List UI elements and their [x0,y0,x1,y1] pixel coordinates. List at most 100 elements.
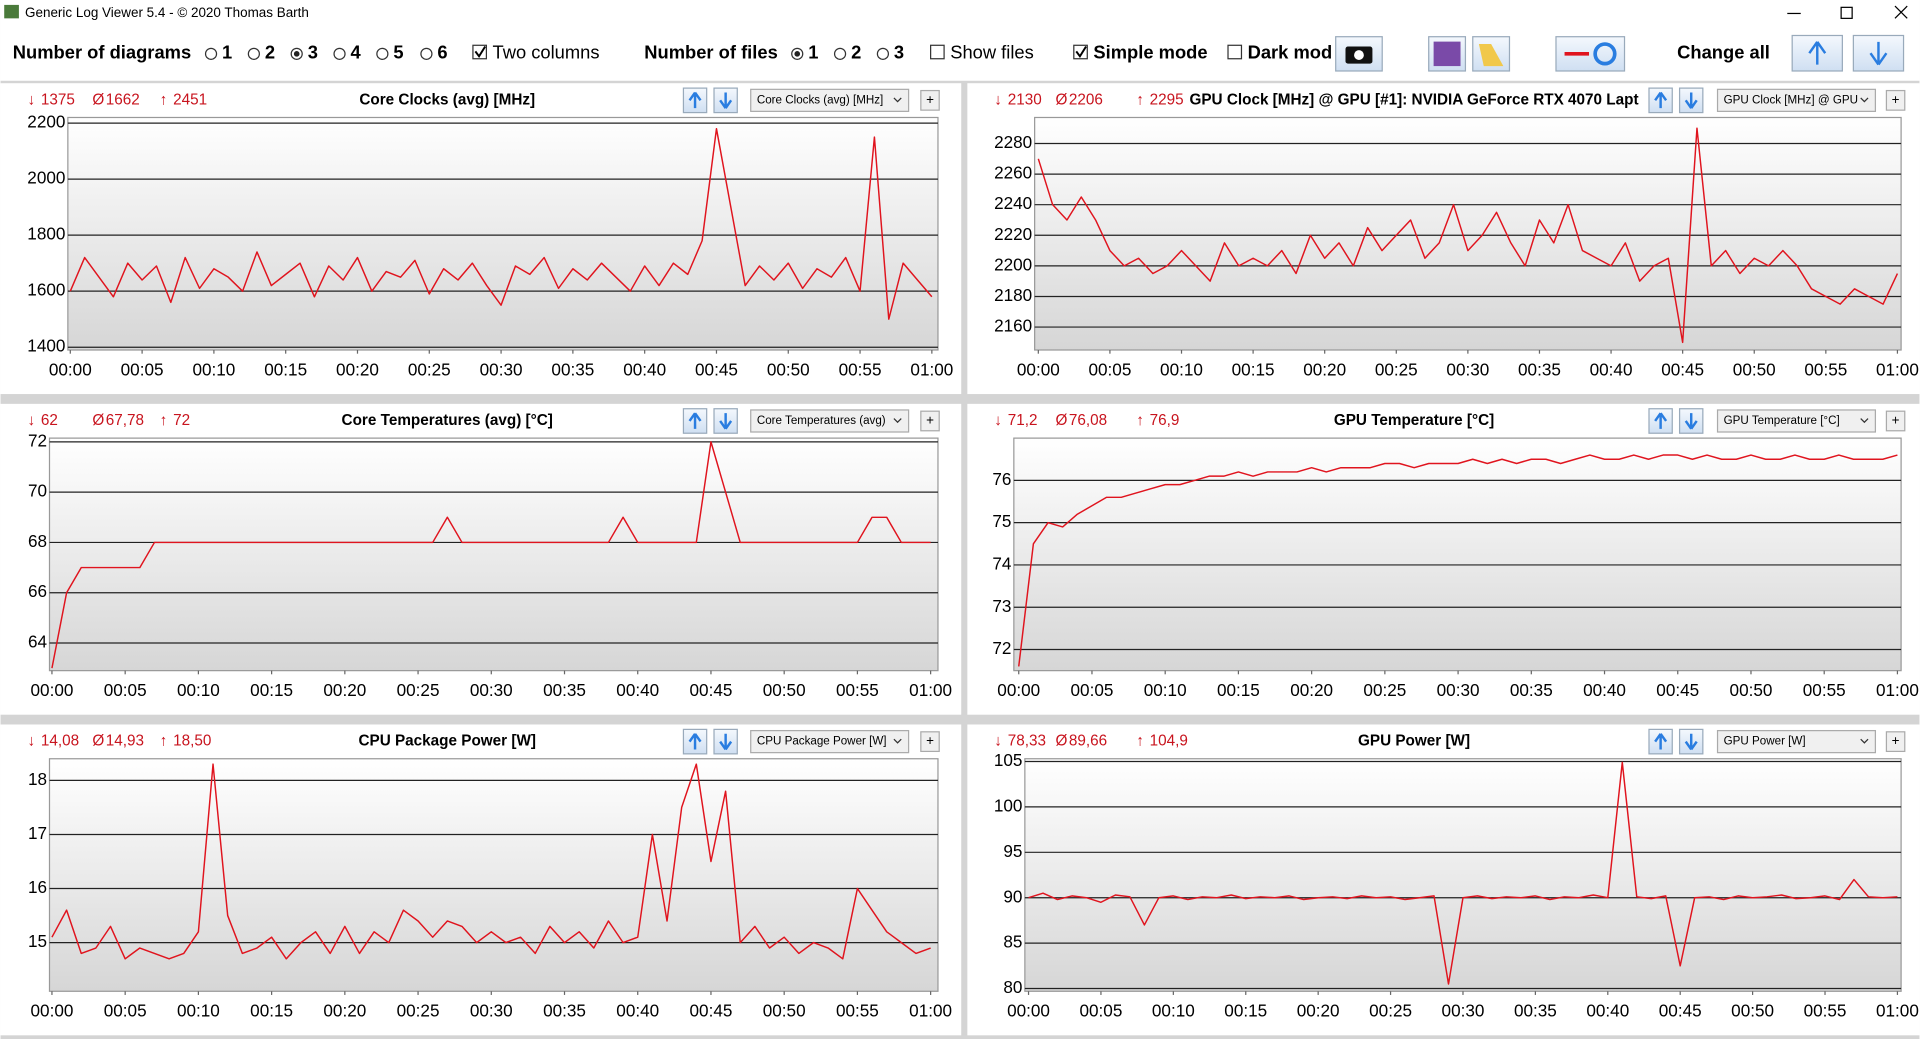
radio-dot [794,51,801,57]
series-layer [69,127,933,320]
save-icon [1433,41,1461,67]
x-tick-label: 00:30 [1437,680,1480,700]
dropdown-arrow [1860,418,1869,424]
add-button[interactable] [1885,410,1906,432]
x-tick-label: 00:10 [192,359,235,379]
radio-button[interactable] [333,47,346,60]
series-dropdown[interactable] [1716,729,1877,754]
y-tick-label: 1600 [27,280,65,300]
x-tick-label: 00:35 [543,680,586,700]
stat-value: 14,08 [41,733,79,750]
x-tick-label: 00:25 [408,359,451,379]
x-tick-label: 00:50 [1733,359,1776,379]
x-tick-label: 00:45 [695,359,738,379]
arrow-icon [1869,41,1888,66]
checkbox[interactable] [1227,44,1243,60]
refresh-icon [1593,42,1617,66]
plot-area [67,116,939,351]
checkbox-label: Two columns [493,42,600,63]
add-button-label: + [926,92,934,107]
close-button[interactable] [1894,5,1908,19]
add-button[interactable] [920,731,940,753]
toolbar: Number of diagrams 1 2 3 4 5 6 Two columns Numbe… [13,34,1905,72]
series-dropdown[interactable] [750,729,910,754]
y-tick-label: 85 [1003,932,1022,952]
restore-button[interactable] [1840,6,1853,19]
x-tick-label: 00:20 [1303,359,1346,379]
charts: ↓ 1375 Ø 1662 ↑ 2451 Core Clocks (avg) [MHz] Co… [0,83,1920,1036]
x-tick-label: 00:15 [250,1001,293,1021]
chart-title: GPU Temperature [°C] [1334,412,1494,429]
stat-value: 67,78 [106,412,144,429]
stat-symbol: Ø [92,733,104,750]
stat-value: 71,2 [1008,412,1038,429]
x-tick-label: 00:00 [31,680,74,700]
x-tick-label: 01:00 [1876,1001,1919,1021]
add-button[interactable] [920,410,940,432]
stat-symbol: ↓ [27,91,35,108]
series-dropdown[interactable] [1716,409,1877,433]
x-tick-label: 00:45 [690,680,733,700]
stat-symbol: ↓ [994,412,1002,429]
chart-title: CPU Package Power [W] [358,733,535,750]
series-layer [51,441,931,669]
x-tick-label: 00:25 [1369,1001,1412,1021]
series-dropdown[interactable] [750,88,910,112]
stat-symbol: Ø [1055,733,1067,750]
x-tick-label: 00:50 [767,359,810,379]
x-tick-label: 00:15 [1217,680,1260,700]
radio-button[interactable] [876,47,890,60]
y-tick-label: 75 [992,511,1011,531]
down-button[interactable] [1852,34,1905,72]
radio-dot [293,51,300,57]
stat-symbol: Ø [1055,91,1067,108]
stat-symbol: Ø [1055,412,1067,429]
y-tick-label: 95 [1003,841,1022,861]
series-dropdown[interactable] [750,409,910,433]
check-mark [1075,45,1087,59]
radio-button[interactable] [247,47,260,60]
dropdown-arrow [893,97,902,103]
radio-button[interactable] [376,47,389,60]
y-tick-label: 66 [28,581,47,601]
x-tick-label: 00:55 [1804,359,1847,379]
x-tick-label: 00:00 [1007,1001,1050,1021]
radio-label: 4 [351,42,362,63]
series-layer [1018,454,1898,667]
x-tick-label: 00:15 [1224,1001,1267,1021]
x-tick-label: 00:05 [1088,359,1131,379]
add-button[interactable] [920,89,940,111]
y-tick-label: 2180 [994,285,1032,305]
add-button-label: + [1892,413,1900,428]
arrow-icon [719,92,733,109]
radio-button[interactable] [833,47,847,60]
arrow-icon [1654,733,1668,750]
radio-label: 5 [393,42,403,63]
x-tick-label: 00:30 [470,680,513,700]
x-tick-label: 00:25 [1375,359,1418,379]
radio-button[interactable] [204,47,218,60]
add-button[interactable] [1885,731,1906,753]
x-tick-label: 00:10 [1152,1001,1195,1021]
x-tick-label: 00:55 [836,1001,879,1021]
x-tick-label: 01:00 [910,359,953,379]
series-dropdown[interactable] [1716,88,1877,112]
radio-button[interactable] [420,47,433,60]
y-tick-label: 2220 [994,224,1032,244]
stat-value: 89,66 [1069,733,1107,750]
x-tick-label: 00:20 [323,680,366,700]
dropdown-text: Core Temperatures (avg) [757,414,886,427]
y-tick-label: 2000 [27,168,65,188]
stat-value: 78,33 [1008,733,1046,750]
x-tick-label: 00:25 [397,1001,440,1021]
x-tick-label: 00:20 [323,1001,366,1021]
arrow-icon [1684,733,1698,751]
dropdown-text: GPU Clock [MHz] @ GPU [1724,93,1858,106]
x-tick-label: 00:05 [1071,680,1114,700]
dropdown-text: Core Clocks (avg) [MHz] [757,93,883,106]
y-tick-label: 1400 [27,336,65,356]
checkbox[interactable] [930,44,945,60]
add-button[interactable] [1885,89,1906,111]
y-tick-label: 90 [1003,886,1022,906]
